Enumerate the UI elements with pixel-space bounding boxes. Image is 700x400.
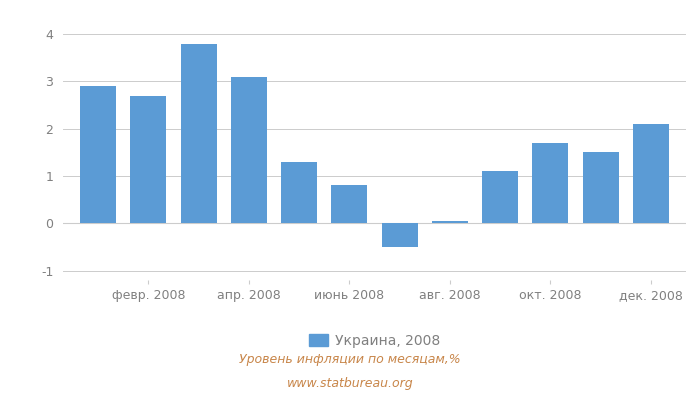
Bar	[181, 44, 217, 223]
Bar	[432, 221, 468, 223]
Bar	[231, 77, 267, 223]
Legend: Украина, 2008: Украина, 2008	[309, 334, 440, 348]
Bar	[482, 171, 518, 223]
Bar	[130, 96, 167, 223]
Bar	[532, 143, 568, 223]
Text: Уровень инфляции по месяцам,%: Уровень инфляции по месяцам,%	[239, 354, 461, 366]
Bar	[80, 86, 116, 223]
Bar	[382, 223, 418, 247]
Bar	[281, 162, 317, 223]
Bar	[633, 124, 669, 223]
Text: www.statbureau.org: www.statbureau.org	[287, 378, 413, 390]
Bar	[582, 152, 619, 223]
Bar	[331, 186, 368, 223]
